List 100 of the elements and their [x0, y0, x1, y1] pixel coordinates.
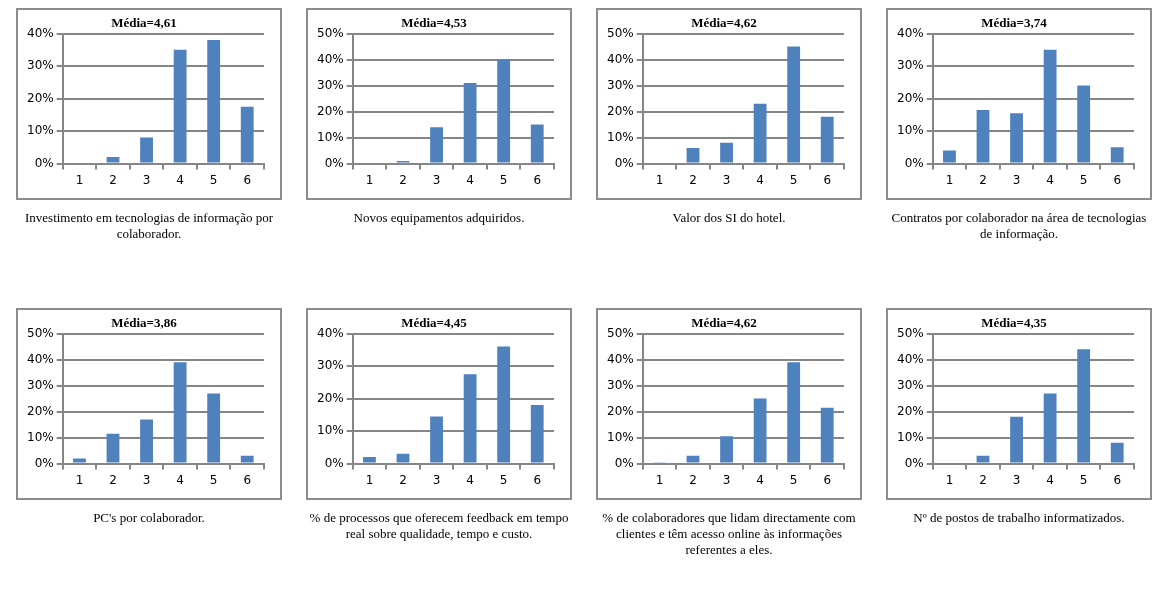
- y-tick-label: 40%: [317, 325, 344, 340]
- chart-title: Média=3,74: [981, 15, 1048, 31]
- text: Valor dos SI do hotel.: [671, 210, 787, 226]
- y-tick-label: 0%: [324, 155, 344, 170]
- y-tick-label: 10%: [607, 129, 634, 144]
- bar: [173, 362, 187, 463]
- x-tick-label: 3: [722, 472, 731, 487]
- bar: [1077, 85, 1091, 163]
- x-tick-label: 1: [365, 472, 374, 487]
- y-tick-label: 20%: [27, 90, 54, 105]
- y-tick-label: 30%: [27, 58, 54, 73]
- y-tick-label: 50%: [27, 325, 54, 340]
- x-tick-label: 1: [655, 172, 664, 187]
- chart-title: Média=4,53: [401, 15, 468, 31]
- bar: [820, 407, 834, 463]
- y-tick-label: 30%: [607, 377, 634, 392]
- y-tick-label: 20%: [607, 103, 634, 118]
- bar: [463, 83, 477, 163]
- bar: [207, 40, 221, 163]
- bar: [1043, 49, 1057, 163]
- x-tick-label: 1: [75, 172, 84, 187]
- x-tick-label: 5: [789, 472, 798, 487]
- x-tick-label: 2: [399, 472, 407, 487]
- y-tick-label: 0%: [34, 455, 54, 470]
- bar: [140, 137, 153, 163]
- x-tick-label: 6: [533, 172, 542, 187]
- bar: [173, 49, 187, 163]
- text: % de processos que oferecem feedback em tempo real sobre qualidade, tempo e custo.: [309, 510, 569, 542]
- x-tick-label: 2: [979, 472, 987, 487]
- bar: [240, 455, 254, 463]
- bar: [530, 405, 544, 463]
- y-tick-label: 20%: [897, 403, 924, 418]
- x-tick-label: 4: [176, 172, 184, 187]
- x-tick-label: 4: [756, 472, 764, 487]
- bar: [497, 59, 511, 163]
- text: Novos equipamentos adquiridos.: [352, 210, 526, 226]
- x-tick-label: 3: [432, 472, 441, 487]
- x-tick-label: 5: [499, 172, 508, 187]
- bar: [430, 416, 443, 463]
- y-tick-label: 10%: [27, 429, 54, 444]
- bar: [1010, 416, 1023, 463]
- x-tick-label: 2: [689, 172, 697, 187]
- chart-title: Média=4,61: [111, 15, 177, 31]
- chart-title: Média=4,35: [981, 315, 1048, 331]
- y-tick-label: 20%: [27, 403, 54, 418]
- x-tick-label: 6: [533, 472, 542, 487]
- y-tick-label: 20%: [897, 90, 924, 105]
- x-tick-label: 4: [466, 172, 474, 187]
- x-tick-label: 6: [1113, 472, 1122, 487]
- y-tick-label: 40%: [27, 25, 54, 40]
- bar: [820, 116, 834, 163]
- bar: [976, 109, 990, 163]
- y-tick-label: 0%: [904, 455, 924, 470]
- x-tick-label: 4: [756, 172, 764, 187]
- bar: [753, 398, 767, 463]
- bar: [720, 436, 733, 463]
- y-tick-label: 40%: [27, 351, 54, 366]
- y-tick-label: 10%: [897, 429, 924, 444]
- bar: [720, 142, 733, 163]
- x-tick-label: 3: [1012, 472, 1021, 487]
- y-tick-label: 0%: [34, 155, 54, 170]
- bar: [207, 393, 221, 463]
- y-tick-label: 40%: [897, 25, 924, 40]
- x-tick-label: 1: [945, 172, 954, 187]
- y-tick-label: 20%: [317, 390, 344, 405]
- x-tick-label: 1: [75, 472, 84, 487]
- bar: [530, 124, 544, 163]
- y-tick-label: 30%: [27, 377, 54, 392]
- y-tick-label: 20%: [317, 103, 344, 118]
- bar: [1010, 113, 1023, 163]
- y-tick-label: 0%: [614, 455, 634, 470]
- y-tick-label: 30%: [607, 77, 634, 92]
- x-tick-label: 4: [1046, 172, 1054, 187]
- y-tick-label: 0%: [614, 155, 634, 170]
- bar: [463, 374, 477, 463]
- x-tick-label: 6: [823, 172, 832, 187]
- y-tick-label: 20%: [607, 403, 634, 418]
- x-tick-label: 3: [432, 172, 441, 187]
- x-tick-label: 3: [142, 172, 151, 187]
- bar: [1110, 147, 1124, 163]
- bar: [240, 106, 254, 163]
- x-tick-label: 1: [945, 472, 954, 487]
- bar: [497, 346, 511, 463]
- x-tick-label: 6: [243, 472, 252, 487]
- x-tick-label: 3: [1012, 172, 1021, 187]
- text: Investimento em tecnologias de informação por colaborador.: [24, 210, 274, 242]
- x-tick-label: 5: [789, 172, 798, 187]
- y-tick-label: 10%: [897, 123, 924, 138]
- y-tick-label: 10%: [607, 429, 634, 444]
- x-tick-label: 2: [979, 172, 987, 187]
- bar: [787, 362, 801, 463]
- bar: [396, 453, 410, 463]
- text: % de colaboradores que lidam directamente com clientes e têm acesso online às informações referentes a eles.: [601, 510, 857, 558]
- bar: [106, 433, 120, 463]
- bar: [140, 419, 153, 463]
- bar: [363, 457, 376, 463]
- x-tick-label: 5: [1079, 472, 1088, 487]
- y-tick-label: 10%: [317, 423, 344, 438]
- bar: [686, 148, 700, 163]
- bar: [1110, 442, 1124, 463]
